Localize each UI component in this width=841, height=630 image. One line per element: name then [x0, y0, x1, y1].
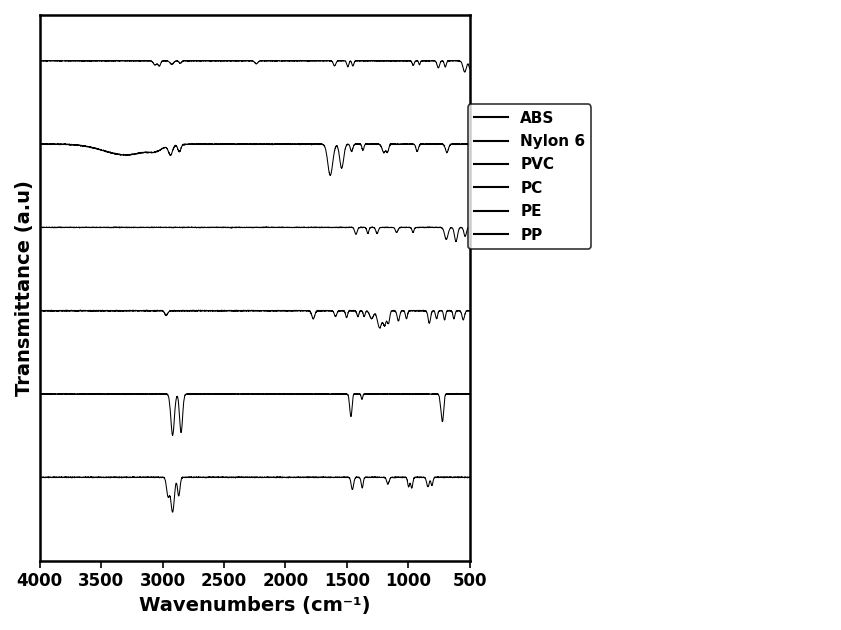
- X-axis label: Wavenumbers (cm⁻¹): Wavenumbers (cm⁻¹): [139, 596, 371, 615]
- Y-axis label: Transmittance (a.u): Transmittance (a.u): [15, 180, 34, 396]
- Legend: ABS, Nylon 6, PVC, PC, PE, PP: ABS, Nylon 6, PVC, PC, PE, PP: [468, 105, 591, 249]
